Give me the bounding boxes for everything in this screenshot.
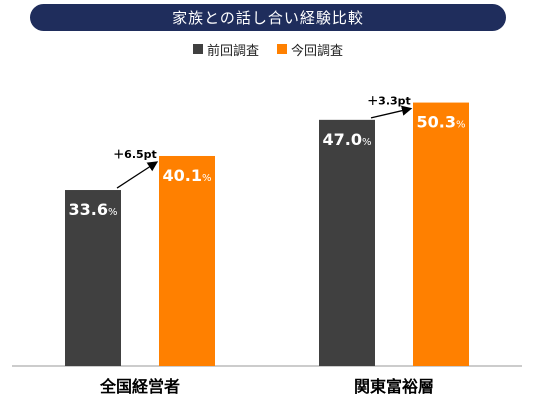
change-arrow-2 (370, 105, 413, 119)
bar-current-1 (159, 155, 215, 366)
change-arrow-1 (116, 161, 159, 189)
data-label-unit: % (202, 173, 212, 184)
data-label-current-2: 50.3% (417, 113, 466, 132)
data-label-unit: % (108, 207, 118, 218)
legend-item-previous: 前回調査 (192, 40, 259, 59)
legend-item-current: 今回調査 (277, 40, 343, 59)
bar-previous-1 (65, 190, 121, 366)
bar-previous-2 (319, 119, 375, 366)
legend-swatch-current (277, 44, 287, 54)
data-label-previous-2: 47.0% (323, 130, 372, 149)
legend: 前回調査 今回調査 (0, 40, 536, 59)
data-label-current-1: 40.1% (163, 166, 212, 185)
chart-title-bar: 家族との話し合い経験比較 (30, 4, 506, 31)
category-label-2: 関東富裕層 (354, 377, 434, 396)
chart-title: 家族との話し合い経験比較 (172, 9, 364, 27)
change-annotation-1: ＋6.5pt (113, 148, 157, 161)
legend-label-previous: 前回調査 (206, 43, 259, 59)
bar-current-2 (413, 102, 469, 367)
data-label-previous-1: 33.6% (69, 200, 118, 219)
change-annotation-2: ＋3.3pt (367, 95, 411, 108)
data-label-unit: % (362, 137, 372, 148)
legend-label-current: 今回調査 (291, 43, 344, 59)
data-label-unit: % (456, 120, 466, 131)
legend-swatch-previous (192, 44, 203, 54)
category-label-1: 全国経営者 (99, 377, 180, 396)
